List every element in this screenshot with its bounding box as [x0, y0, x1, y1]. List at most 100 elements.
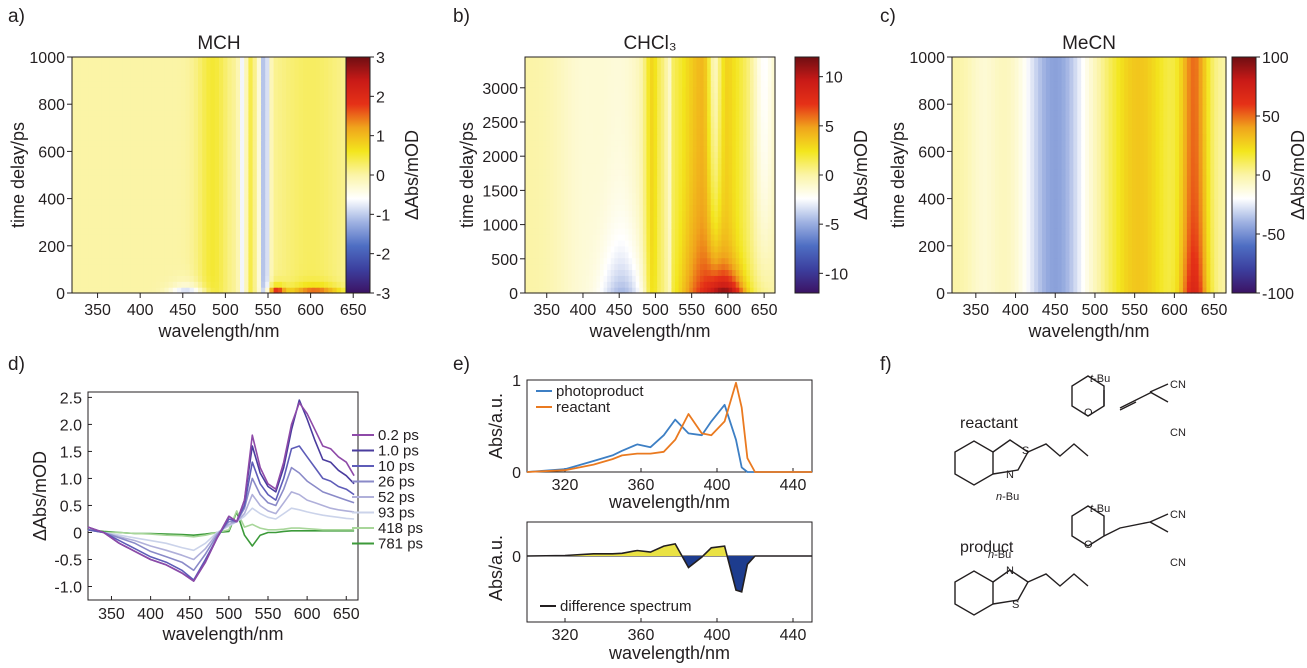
heatmap-cell [252, 127, 258, 135]
heatmap-cell [582, 287, 587, 294]
heatmap-cell [653, 257, 658, 265]
heatmap-cell [109, 57, 115, 64]
heatmap-cell [252, 86, 258, 93]
heatmap-cell [189, 257, 195, 265]
heatmap-cell [282, 251, 287, 259]
heatmap-cell [678, 281, 683, 288]
heatmap-cell [653, 239, 658, 247]
heatmap-cell [147, 257, 153, 265]
heatmap-cell [88, 169, 94, 176]
heatmap-cell [760, 139, 765, 147]
heatmap-cell [621, 245, 626, 253]
heatmap-cell [596, 180, 601, 188]
heatmap-cell [714, 210, 719, 217]
heatmap-cell [315, 175, 321, 182]
heatmap-cell [139, 121, 144, 129]
heatmap-cell [535, 127, 540, 135]
heatmap-cell [582, 145, 587, 152]
heatmap-cell [105, 169, 111, 176]
heatmap-cell [76, 127, 81, 135]
heatmap-cell [223, 228, 228, 235]
heatmap-cell [214, 204, 220, 211]
heatmap-cell [589, 163, 594, 170]
heatmap-cell [546, 145, 551, 152]
heatmap-cell [564, 239, 569, 247]
heatmap-cell [177, 198, 182, 206]
heatmap-cell [546, 116, 551, 123]
heatmap-cell [311, 192, 317, 200]
heatmap-cell [130, 127, 136, 135]
heatmap-cell [277, 157, 283, 164]
heatmap-cell [324, 281, 329, 288]
heatmap-cell [240, 127, 245, 135]
heatmap-cell [560, 192, 565, 200]
heatmap-cell [582, 269, 587, 276]
heatmap-cell [223, 133, 228, 141]
heatmap-cell [632, 186, 637, 194]
heatmap-cell [324, 234, 329, 241]
heatmap-cell [88, 116, 94, 123]
heatmap-cell [617, 210, 623, 217]
heatmap-cell [671, 234, 676, 241]
heatmap-cell [265, 92, 270, 99]
heatmap-cell [80, 175, 86, 182]
heatmap-cell [625, 116, 630, 123]
heatmap-cell [685, 222, 690, 229]
heatmap-cell [80, 74, 86, 82]
heatmap-cell [214, 62, 220, 70]
heatmap-cell [235, 80, 241, 88]
heatmap-cell [277, 92, 283, 99]
heatmap-cell [336, 281, 342, 288]
heatmap-cell [764, 239, 769, 247]
heatmap-cell [101, 169, 107, 176]
heatmap-cell [273, 92, 279, 99]
heatmap-cell [147, 133, 153, 141]
heatmap-cell [732, 133, 737, 141]
heatmap-cell [642, 139, 648, 147]
heatmap-cell [172, 222, 178, 229]
heatmap-cell [757, 139, 762, 147]
heatmap-cell [160, 251, 165, 259]
heatmap-cell [617, 198, 623, 206]
heatmap-cell [653, 198, 658, 206]
x-axis-label: wavelength/nm [157, 321, 279, 341]
heatmap-cell [227, 204, 233, 211]
heatmap-cell [101, 157, 107, 164]
heatmap-cell [135, 275, 140, 282]
heatmap-cell [542, 157, 548, 164]
heatmap-cell [307, 145, 312, 152]
heatmap-cell [700, 163, 705, 170]
heatmap-cell [635, 175, 640, 182]
heatmap-cell [105, 287, 111, 294]
heatmap-cell [290, 139, 296, 147]
heatmap-cell [139, 104, 144, 111]
heatmap-cell [93, 210, 98, 217]
heatmap-cell [560, 139, 565, 147]
heatmap-cell [528, 145, 533, 152]
heatmap-cell [147, 251, 153, 259]
heatmap-cell [139, 263, 144, 270]
heatmap-cell [764, 198, 769, 206]
heatmap-cell [340, 192, 346, 200]
heatmap-cell [151, 275, 157, 282]
heatmap-cell [742, 192, 748, 200]
heatmap-cell [105, 68, 111, 76]
heatmap-cell [135, 80, 140, 88]
heatmap-cell [118, 281, 123, 288]
heatmap-cell [269, 98, 275, 105]
heatmap-cell [118, 68, 123, 76]
heatmap-cell [539, 287, 544, 294]
heatmap-cell [550, 116, 555, 123]
heatmap-cell [603, 263, 608, 270]
heatmap-cell [596, 275, 601, 282]
heatmap-cell [646, 121, 651, 129]
heatmap-cell [130, 98, 136, 105]
heatmap-cell [642, 245, 648, 253]
heatmap-cell [290, 127, 296, 135]
heatmap-cell [177, 110, 182, 117]
heatmap-cell [717, 239, 723, 247]
heatmap-cell [557, 287, 562, 294]
heatmap-cell [646, 133, 651, 141]
heatmap-cell [632, 127, 637, 135]
heatmap-cell [210, 275, 216, 282]
